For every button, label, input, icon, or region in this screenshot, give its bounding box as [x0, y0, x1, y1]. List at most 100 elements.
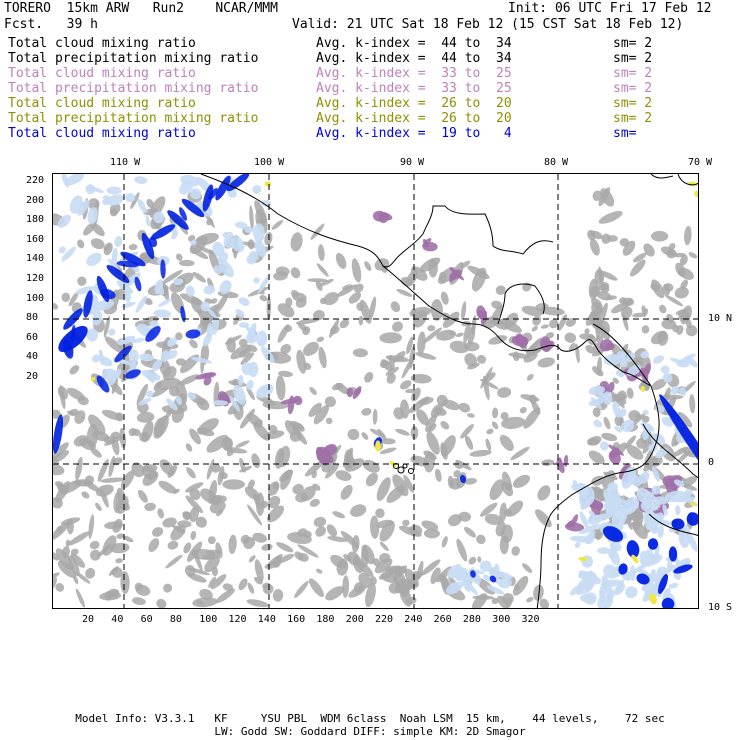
- cloud-gray: [400, 380, 412, 390]
- cloud-lightblue: [662, 587, 671, 601]
- cloud-gray: [590, 486, 607, 502]
- cloud-blue: [83, 290, 93, 318]
- cloud-gray: [108, 566, 119, 576]
- cloud-gray: [248, 555, 256, 563]
- cloud-lightblue: [64, 174, 84, 186]
- cloud-gray: [456, 538, 468, 562]
- cloud-lightblue: [610, 549, 620, 566]
- cloud-gray: [379, 360, 389, 369]
- cloud-gray: [353, 582, 364, 594]
- cloud-lightblue: [168, 337, 178, 347]
- cloud-lightblue: [91, 354, 100, 363]
- cloud-gray: [512, 351, 520, 362]
- cloud-lightblue: [649, 569, 657, 583]
- cloud-gray: [81, 491, 90, 499]
- x-tick-label: 160: [287, 614, 306, 625]
- cloud-gray: [660, 246, 675, 256]
- cloud-purple: [280, 398, 301, 405]
- cloud-gray: [53, 455, 59, 466]
- cloud-gray: [197, 418, 219, 435]
- cloud-gray: [297, 544, 319, 558]
- legend-smoothing: sm= 2: [613, 36, 653, 51]
- cloud-lightblue: [213, 265, 223, 274]
- cloud-gray: [235, 440, 250, 448]
- cloud-gray: [434, 468, 442, 482]
- cloud-blue: [202, 184, 214, 212]
- cloud-gray: [285, 297, 293, 307]
- cloud-gray: [440, 420, 450, 430]
- cloud-gray: [680, 305, 692, 325]
- cloud-lightblue: [92, 310, 103, 326]
- cloud-yellow: [649, 593, 657, 605]
- cloud-lightblue: [653, 543, 660, 562]
- cloud-blue: [141, 232, 155, 260]
- cloud-gray: [433, 407, 447, 416]
- cloud-lightblue: [125, 193, 136, 203]
- cloud-gray: [221, 437, 234, 451]
- cloud-lightblue: [661, 416, 674, 427]
- y-tick-label: 100: [26, 292, 45, 304]
- cloud-gray: [139, 431, 150, 442]
- cloud-blue-layer: [53, 174, 698, 608]
- cloud-lightblue: [128, 349, 139, 363]
- cloud-gray: [179, 259, 195, 267]
- cloud-gray: [564, 332, 577, 343]
- cloud-lightblue: [153, 309, 172, 318]
- cloud-gray: [537, 357, 555, 368]
- cloud-gray: [505, 597, 512, 608]
- footer-model-info: Model Info: V3.3.1 KF YSU PBL WDM 6class…: [75, 712, 665, 725]
- cloud-gray: [460, 424, 474, 439]
- cloud-gray: [672, 325, 679, 333]
- cloud-yellow: [264, 181, 272, 187]
- cloud-gray: [54, 481, 64, 488]
- cloud-gray: [95, 502, 102, 512]
- cloud-blue: [661, 597, 675, 608]
- cloud-gray: [532, 315, 542, 326]
- cloud-gray: [75, 571, 91, 584]
- cloud-gray: [259, 295, 268, 302]
- cloud-gray: [408, 524, 423, 536]
- cloud-lightblue: [116, 280, 133, 294]
- cloud-gray: [273, 271, 288, 281]
- cloud-gray: [91, 223, 105, 237]
- cloud-gray: [622, 240, 636, 256]
- cloud-lightblue: [665, 490, 689, 503]
- cloud-gray: [101, 409, 124, 421]
- cloud-gray: [659, 304, 667, 314]
- cloud-yellow: [640, 386, 646, 392]
- cloud-gray: [185, 482, 204, 493]
- cloud-gray: [208, 576, 216, 588]
- cloud-gray: [393, 565, 407, 581]
- cloud-lightblue: [233, 384, 246, 405]
- cloud-gray: [372, 408, 378, 425]
- cloud-gray: [264, 561, 280, 569]
- legend-row: Total precipitation mixing ratio Avg. k-i…: [8, 111, 733, 126]
- cloud-yellow-layer: [90, 181, 698, 605]
- cloud-blue: [58, 325, 88, 353]
- cloud-lightblue: [629, 473, 642, 487]
- y-tick-label: 200: [26, 194, 45, 206]
- cloud-purple: [352, 386, 362, 399]
- cloud-purple: [346, 387, 354, 398]
- cloud-blue: [602, 526, 624, 542]
- cloud-gray: [102, 535, 117, 556]
- cloud-gray: [423, 528, 440, 539]
- cloud-blue: [489, 575, 497, 583]
- cloud-gray: [190, 297, 204, 314]
- cloud-gray: [588, 450, 605, 465]
- cloud-lightblue: [223, 236, 235, 249]
- cloud-lightblue: [660, 365, 670, 374]
- cloud-lightblue: [146, 390, 154, 398]
- cloud-gray: [358, 315, 364, 326]
- cloud-lightblue: [87, 207, 98, 225]
- cloud-gray: [595, 335, 604, 344]
- cloud-gray: [276, 542, 294, 553]
- cloud-gray: [53, 409, 61, 419]
- cloud-lightblue: [246, 379, 254, 390]
- cloud-gray: [339, 319, 350, 329]
- cloud-blue: [148, 236, 158, 248]
- cloud-lightblue: [653, 355, 665, 364]
- cloud-gray: [120, 571, 130, 594]
- cloud-gray: [240, 352, 255, 365]
- cloud-gray: [685, 325, 698, 337]
